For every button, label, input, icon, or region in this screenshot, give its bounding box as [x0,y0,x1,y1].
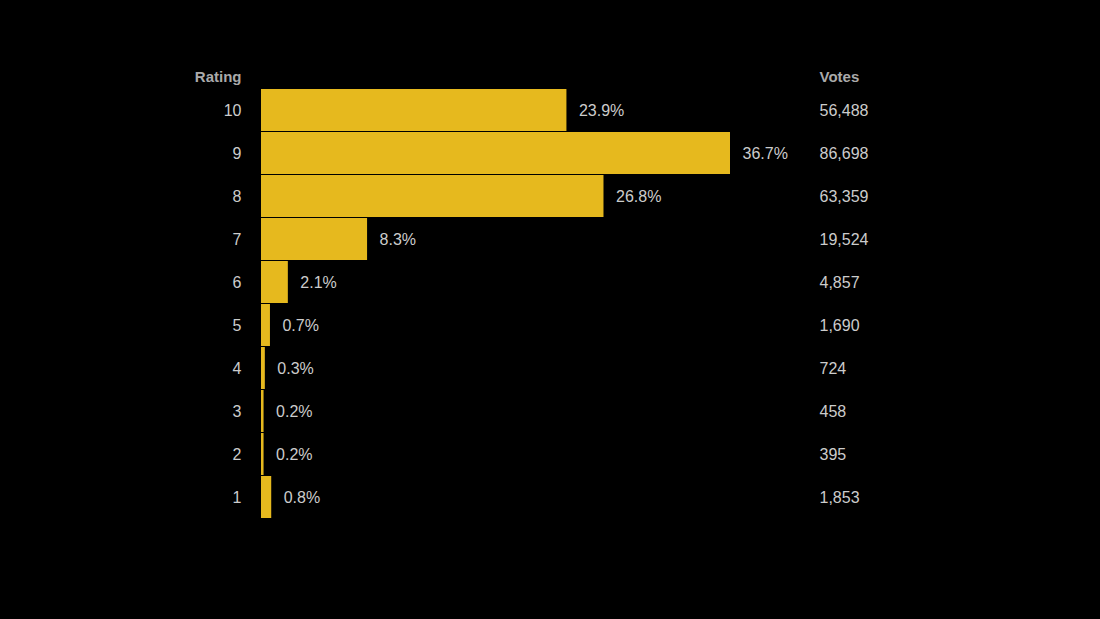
svg-text:395: 395 [820,446,847,463]
svg-text:4: 4 [233,360,242,377]
svg-text:9: 9 [233,145,242,162]
svg-text:36.7%: 36.7% [743,145,788,162]
svg-text:2.1%: 2.1% [300,274,336,291]
svg-text:8: 8 [233,188,242,205]
svg-text:3: 3 [233,403,242,420]
svg-text:0.2%: 0.2% [276,446,312,463]
svg-text:8.3%: 8.3% [380,231,416,248]
svg-text:10: 10 [224,102,242,119]
svg-text:23.9%: 23.9% [579,102,624,119]
svg-text:4,857: 4,857 [820,274,860,291]
svg-text:2: 2 [233,446,242,463]
svg-text:458: 458 [820,403,847,420]
svg-text:56,488: 56,488 [820,102,869,119]
svg-text:0.7%: 0.7% [282,317,318,334]
svg-text:63,359: 63,359 [820,188,869,205]
svg-text:0.3%: 0.3% [277,360,313,377]
svg-text:6: 6 [233,274,242,291]
svg-text:1,690: 1,690 [820,317,860,334]
svg-text:86,698: 86,698 [820,145,869,162]
svg-text:0.8%: 0.8% [284,489,320,506]
svg-text:19,524: 19,524 [820,231,869,248]
svg-text:Votes: Votes [820,68,860,85]
svg-text:5: 5 [233,317,242,334]
svg-text:0.2%: 0.2% [276,403,312,420]
svg-text:Rating: Rating [195,68,242,85]
svg-text:26.8%: 26.8% [616,188,661,205]
svg-text:724: 724 [820,360,847,377]
svg-text:7: 7 [233,231,242,248]
svg-text:1: 1 [233,489,242,506]
svg-text:1,853: 1,853 [820,489,860,506]
